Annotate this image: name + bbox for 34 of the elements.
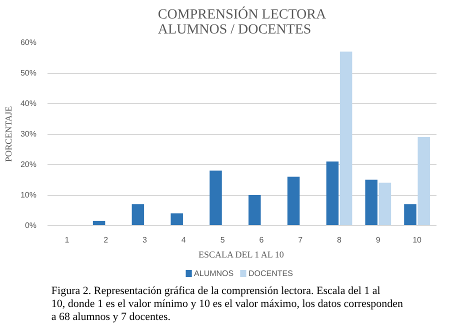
y-tick-label: 60% <box>20 38 37 47</box>
bar <box>248 195 261 226</box>
legend-label: DOCENTES <box>248 269 293 278</box>
bar <box>170 213 183 226</box>
x-tick-label: 5 <box>220 236 226 244</box>
y-tick-label: 10% <box>20 190 37 200</box>
bar <box>132 204 144 226</box>
x-tick-label: 2 <box>104 236 109 244</box>
x-tick-label: 10 <box>412 236 422 244</box>
legend-label: ALUMNOS <box>194 269 234 278</box>
bar <box>365 180 378 226</box>
y-axis-title: PORCENTAJE <box>3 106 14 162</box>
x-tick-label: 3 <box>142 236 148 244</box>
x-tick-label: 9 <box>376 236 381 244</box>
y-tick-label: 30% <box>20 130 37 138</box>
x-tick-label: 7 <box>298 236 304 244</box>
x-tick-label: 8 <box>337 236 342 244</box>
text: Figura 2. Representación gráfica de la comprensión lectora. Escala del 1 al 10, donde 1 es el valor mínimo y 10 es el valor máximo, los datos corresponden a 68 alumnos y 7 docentes. <box>51 285 404 323</box>
bar <box>287 176 300 226</box>
x-tick-label: 6 <box>259 236 264 244</box>
x-tick-label: 1 <box>64 236 70 244</box>
x-axis-title: ESCALA DEL 1 AL 10 <box>198 250 284 260</box>
y-tick-label: 40% <box>20 99 37 108</box>
y-tick-label: 50% <box>20 68 37 78</box>
bar <box>326 161 339 226</box>
y-tick-label: 20% <box>20 160 37 169</box>
bar <box>210 170 222 226</box>
bar <box>418 137 430 226</box>
x-tick-label: 4 <box>181 236 186 244</box>
y-tick-label: 0% <box>24 221 36 230</box>
bar <box>378 182 392 226</box>
bar <box>340 52 352 226</box>
chart-title: COMPRENSIÓN LECTORA ALUMNOS / DOCENTES <box>158 6 327 38</box>
bar <box>404 204 416 226</box>
